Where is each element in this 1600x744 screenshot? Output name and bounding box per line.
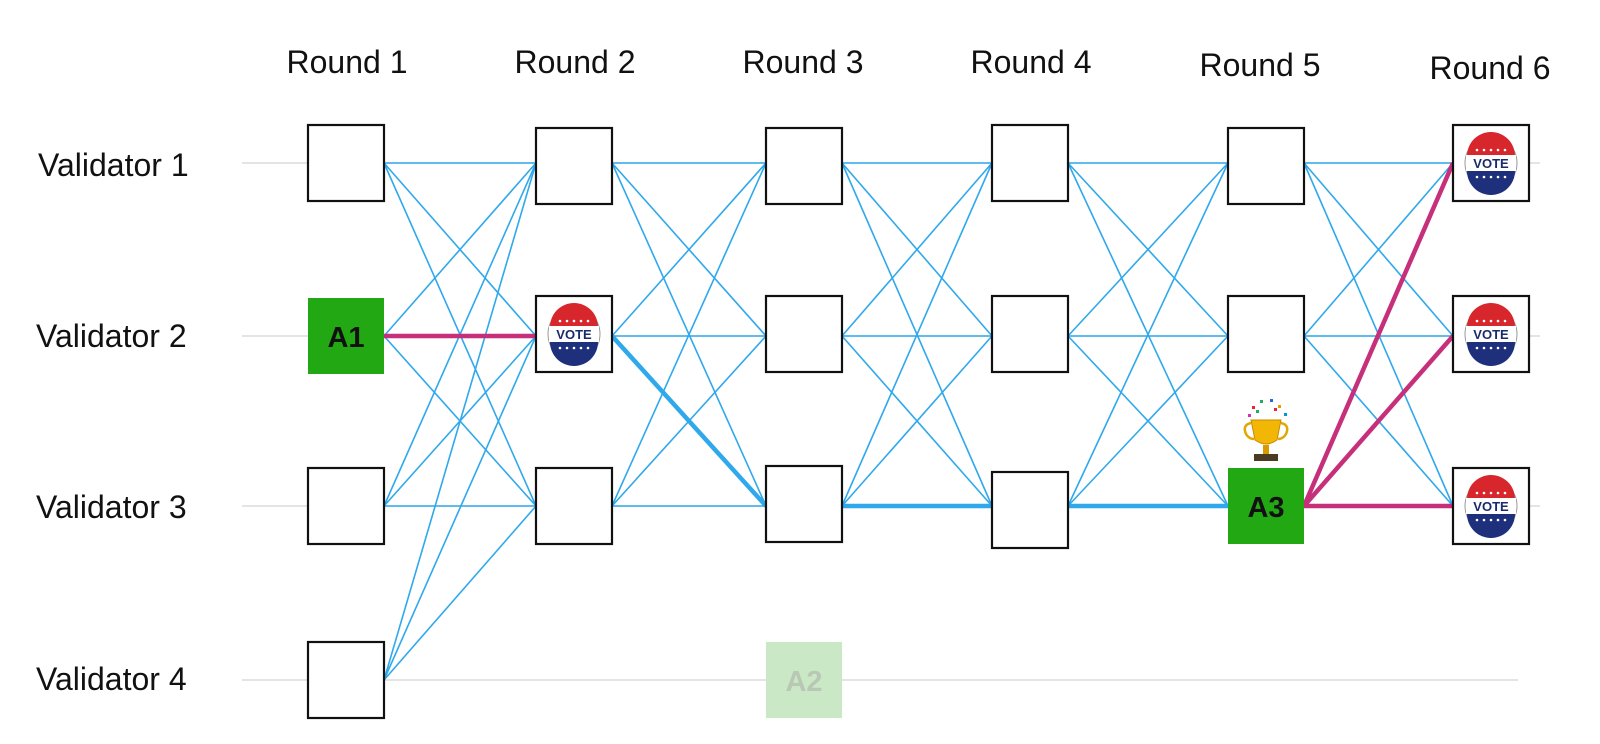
svg-text:VOTE: VOTE bbox=[1473, 327, 1509, 342]
dag-node bbox=[1226, 294, 1306, 374]
dag-edge bbox=[1067, 162, 1229, 507]
dag-node bbox=[534, 466, 614, 546]
dag-node bbox=[990, 470, 1070, 550]
validator-label-3: Validator 3 bbox=[36, 489, 187, 525]
vote-edge bbox=[1302, 334, 1455, 508]
dag-edge bbox=[1067, 162, 1229, 337]
dag-edge bbox=[383, 162, 537, 681]
dag-edge bbox=[841, 162, 993, 337]
dag-node bbox=[306, 640, 386, 720]
validator-label-1: Validator 1 bbox=[38, 147, 189, 183]
highlight-edge-layer bbox=[384, 162, 1456, 509]
vote-badge-icon: VOTE bbox=[1464, 303, 1518, 366]
anchor-label: A2 bbox=[785, 666, 822, 698]
dag-node bbox=[534, 126, 614, 206]
support-path-edge bbox=[610, 334, 768, 508]
dag-node bbox=[764, 294, 844, 374]
dag-node bbox=[306, 123, 386, 203]
round-label-1: Round 1 bbox=[287, 44, 408, 80]
trophy-icon bbox=[1243, 399, 1289, 461]
anchor-label: A1 bbox=[327, 322, 364, 354]
svg-text:VOTE: VOTE bbox=[1473, 156, 1509, 171]
dag-edge bbox=[841, 335, 993, 507]
dag-edge bbox=[383, 505, 537, 681]
round-label-4: Round 4 bbox=[971, 44, 1092, 80]
vote-badge-icon: VOTE bbox=[547, 303, 601, 366]
validator-guidelines bbox=[242, 162, 1540, 681]
node-layer: A1 VOTE A2 A3 VOTE VOTE VOTE bbox=[306, 123, 1531, 720]
dag-edge bbox=[841, 162, 993, 507]
dag-edge bbox=[611, 162, 767, 337]
round-label-6: Round 6 bbox=[1430, 50, 1551, 86]
dag-edge bbox=[383, 162, 537, 337]
validator-label-4: Validator 4 bbox=[36, 661, 187, 697]
dag-node bbox=[990, 123, 1070, 203]
vote-edge bbox=[1301, 162, 1456, 507]
dag-node bbox=[990, 294, 1070, 374]
anchor-node-a2 bbox=[766, 642, 842, 718]
dag-edge bbox=[1067, 335, 1229, 507]
dag-edge bbox=[1303, 162, 1454, 337]
svg-text:VOTE: VOTE bbox=[1473, 499, 1509, 514]
anchor-node-a3 bbox=[1228, 468, 1304, 544]
validator-label-2: Validator 2 bbox=[36, 318, 187, 354]
anchor-node-a1 bbox=[308, 298, 384, 374]
vote-badge-icon: VOTE bbox=[1464, 475, 1518, 538]
round-label-3: Round 3 bbox=[743, 44, 864, 80]
anchor-label: A3 bbox=[1247, 492, 1284, 524]
svg-text:VOTE: VOTE bbox=[556, 327, 592, 342]
dag-edge bbox=[383, 335, 537, 681]
round-label-2: Round 2 bbox=[515, 44, 636, 80]
dag-node bbox=[306, 466, 386, 546]
dag-node bbox=[764, 126, 844, 206]
round-label-5: Round 5 bbox=[1200, 47, 1321, 83]
vote-badge-icon: VOTE bbox=[1464, 132, 1518, 195]
dag-node bbox=[1226, 126, 1306, 206]
dag-node bbox=[764, 464, 844, 544]
dag-edge bbox=[611, 162, 767, 507]
edge-layer bbox=[383, 162, 1454, 681]
